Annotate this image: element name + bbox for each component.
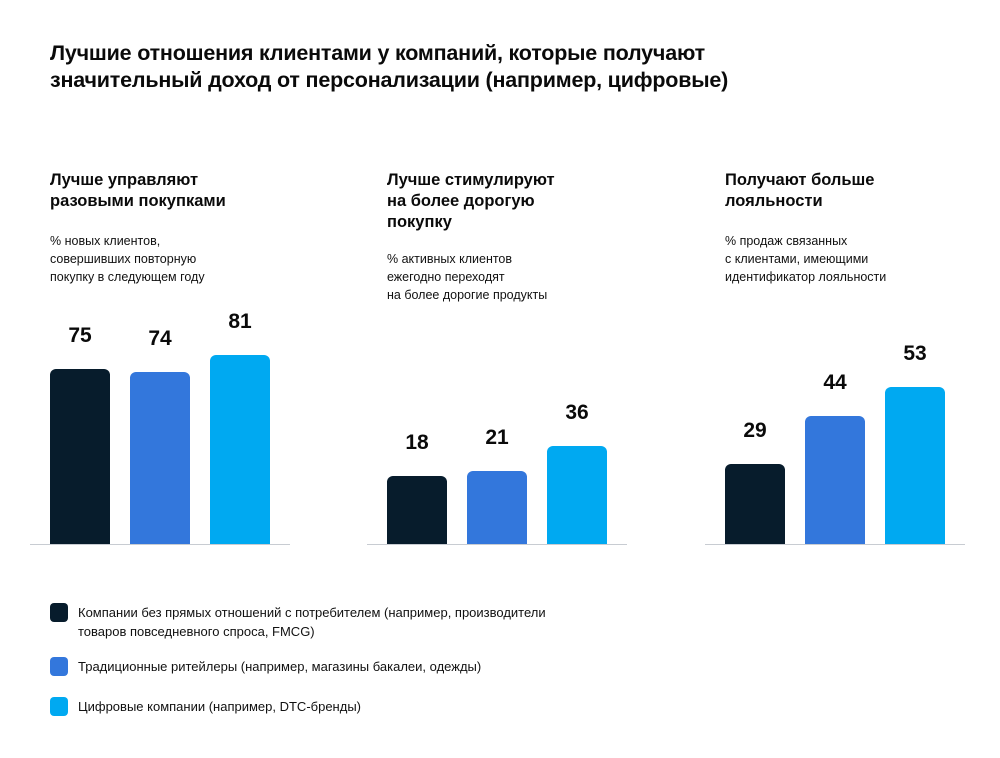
bar bbox=[387, 476, 447, 544]
bar-value-label: 18 bbox=[405, 431, 429, 454]
bar bbox=[210, 355, 270, 544]
page-title: Лучшие отношения клиентами у компаний, к… bbox=[50, 41, 729, 92]
panel-subtitle: % продаж связанных с клиентами, имеющими… bbox=[725, 234, 887, 284]
bar-value-label: 75 bbox=[68, 324, 92, 348]
bar-value-label: 53 bbox=[903, 342, 927, 366]
bar-value-label: 36 bbox=[565, 400, 589, 424]
legend-item: Традиционные ритейлеры (например, магази… bbox=[50, 657, 658, 676]
panel-title: Лучше управляют разовыми покупками bbox=[50, 171, 226, 210]
bar-value-label: 29 bbox=[743, 419, 767, 442]
legend-label: Цифровые компании (например, DTC-бренды) bbox=[78, 699, 361, 714]
x-axis-line bbox=[705, 544, 965, 545]
bar bbox=[467, 470, 527, 544]
legend-item: Компании без прямых отношений с потребит… bbox=[50, 603, 658, 641]
legend-label: Компании без прямых отношений с потребит… bbox=[78, 605, 546, 639]
legend-swatch bbox=[50, 697, 68, 716]
x-axis-line bbox=[30, 544, 290, 545]
bar bbox=[547, 445, 607, 544]
bar-value-label: 81 bbox=[228, 310, 252, 334]
legend-label: Традиционные ритейлеры (например, магази… bbox=[78, 659, 482, 674]
bar bbox=[130, 371, 190, 544]
bar bbox=[725, 464, 785, 544]
legend-swatch bbox=[50, 657, 68, 676]
bar-value-label: 74 bbox=[148, 326, 172, 350]
bar bbox=[885, 387, 945, 544]
panel-title: Лучше стимулируют на более дорогую покуп… bbox=[387, 171, 555, 231]
panel-title: Получают больше лояльности bbox=[725, 171, 875, 210]
legend-item: Цифровые компании (например, DTC-бренды) bbox=[50, 697, 658, 716]
bar bbox=[805, 416, 865, 544]
panel-subtitle: % активных клиентов ежегодно переходят н… bbox=[387, 252, 548, 302]
bar bbox=[50, 369, 110, 544]
panel-subtitle: % новых клиентов, совершивших повторную … bbox=[50, 234, 205, 284]
bar-value-label: 44 bbox=[823, 371, 847, 394]
legend-swatch bbox=[50, 603, 68, 622]
bar-value-label: 21 bbox=[485, 425, 509, 449]
x-axis-line bbox=[367, 544, 627, 545]
